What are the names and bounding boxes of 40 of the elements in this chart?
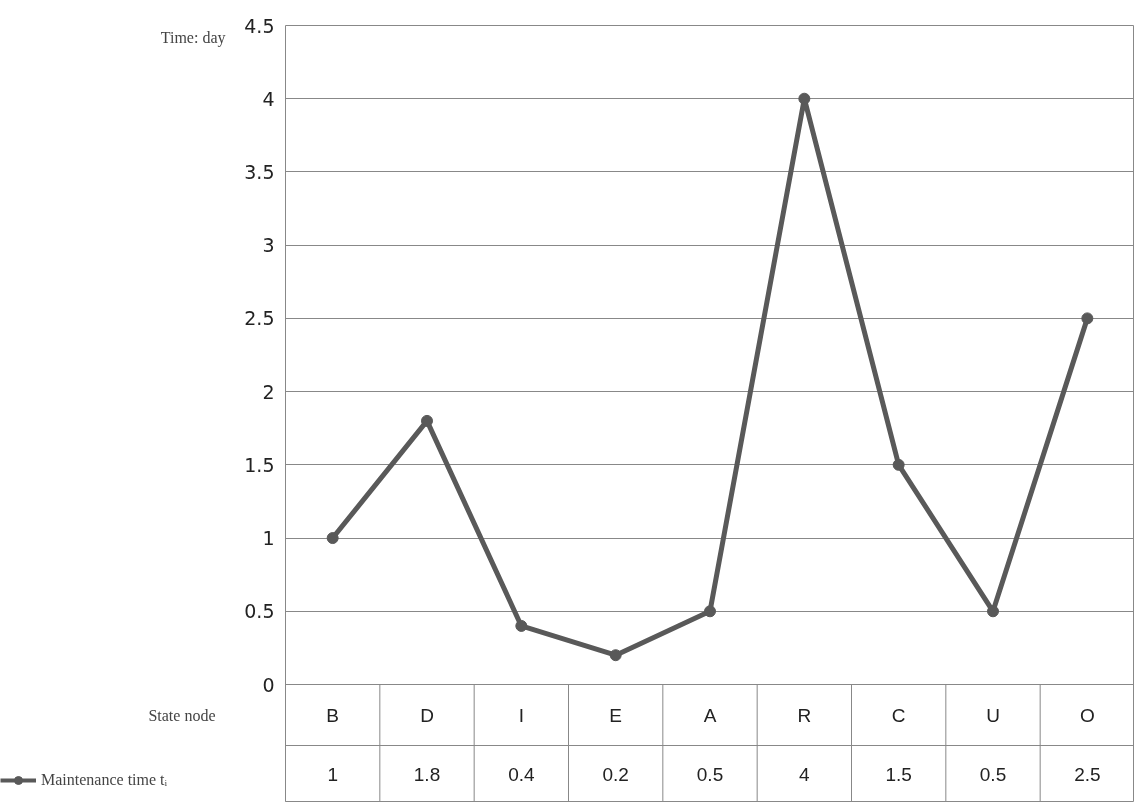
x-tick-label: A: [703, 704, 717, 726]
y-tick-label: 0: [262, 673, 275, 696]
point: [704, 605, 716, 618]
point: [1081, 312, 1094, 325]
x-tick-label: O: [1079, 704, 1095, 726]
data-label: 0.2: [602, 763, 629, 785]
x-tick-label: B: [326, 704, 340, 726]
point: [326, 532, 339, 545]
data-label: 4: [799, 763, 811, 785]
x-tick-label: R: [797, 704, 812, 726]
point: [609, 649, 622, 662]
x-tick-label: I: [518, 704, 524, 726]
y-axis-title: Time: day: [160, 29, 226, 47]
legend-label: Maintenance time tᵢ: [41, 771, 168, 789]
data-label: 1.5: [885, 763, 912, 785]
point: [421, 414, 433, 427]
y-tick-label: 0.5: [244, 600, 275, 623]
y-tick-label: 4: [262, 87, 275, 110]
point: [798, 92, 811, 105]
point: [515, 619, 528, 632]
point: [987, 605, 999, 618]
x-tick-label: D: [420, 704, 434, 726]
x-tick-label: U: [986, 704, 1000, 726]
y-tick-label: 3.5: [244, 160, 275, 183]
data-label: 0.4: [508, 763, 535, 785]
x-axis-title: State node: [148, 706, 216, 724]
y-tick-label: 1: [262, 527, 275, 550]
point: [892, 458, 905, 471]
data-label: 0.5: [979, 763, 1007, 785]
y-tick-label: 3: [262, 234, 275, 257]
data-label: 1.8: [413, 763, 441, 785]
data-label: 2.5: [1074, 763, 1101, 785]
data-label: 1: [327, 763, 338, 785]
x-tick-label: C: [891, 704, 906, 726]
y-tick-label: 4.5: [244, 14, 275, 37]
x-tick-label: E: [609, 704, 623, 726]
y-tick-label: 1.5: [244, 453, 275, 476]
data-label: 0.5: [696, 763, 724, 785]
y-tick-label: 2.5: [244, 307, 275, 330]
y-tick-label: 2: [262, 380, 275, 403]
